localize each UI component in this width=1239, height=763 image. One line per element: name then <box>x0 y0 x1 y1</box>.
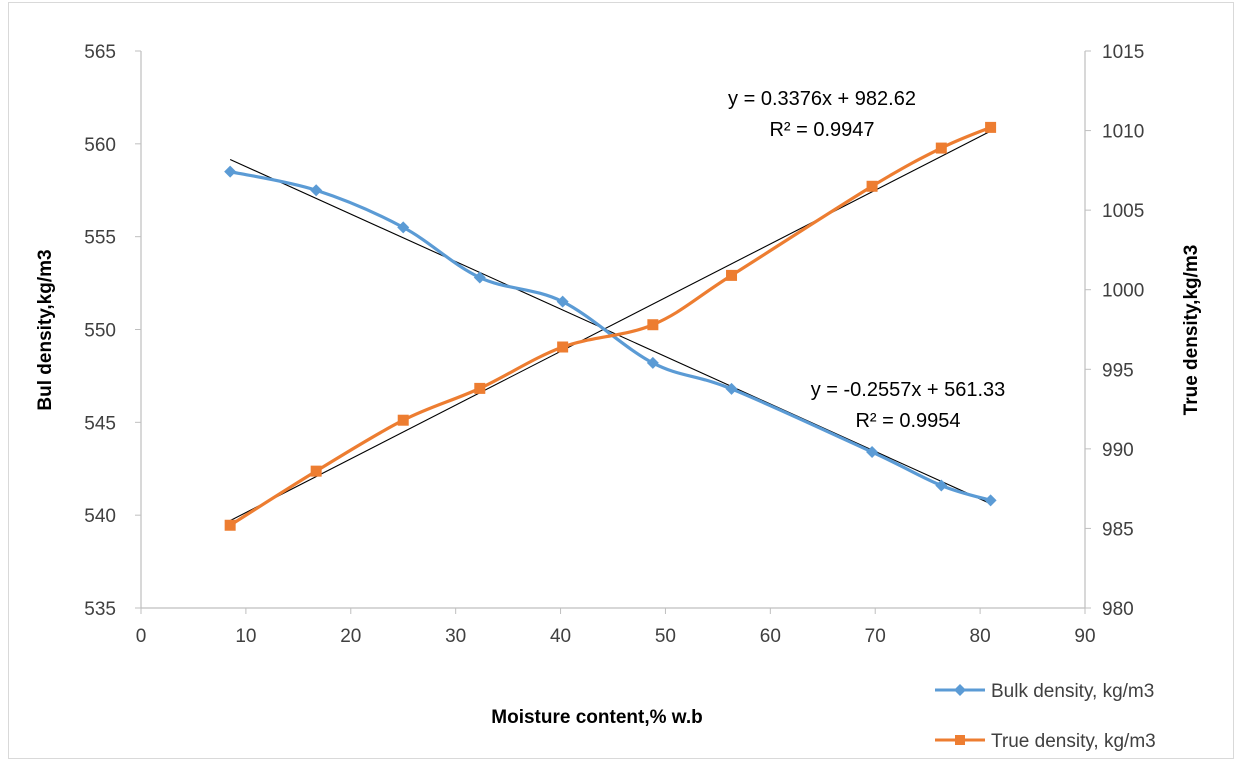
left-y-tick-label: 540 <box>84 506 116 527</box>
true-density-point <box>557 341 569 353</box>
bulk-density-trend-r2: R² = 0.9954 <box>855 410 960 432</box>
true-density-point <box>985 121 997 133</box>
bulk-density-point <box>646 356 659 369</box>
x-tick-label: 10 <box>235 626 256 647</box>
true-density-trendline <box>229 130 991 522</box>
left-y-tick-label: 555 <box>84 228 116 249</box>
right-y-axis-ticks: 980 985 990 995 1000 1005 1010 1015 <box>1085 42 1144 620</box>
true-density-point <box>397 414 409 426</box>
left-y-tick-label: 535 <box>84 599 116 620</box>
bulk-density-point <box>473 271 486 284</box>
bulk-density-point <box>984 494 997 507</box>
legend-label-bulk-density: Bulk density, kg/m3 <box>991 681 1154 702</box>
bulk-density-trendline <box>229 158 991 505</box>
true-density-point <box>310 465 322 477</box>
true-density-line <box>229 125 992 527</box>
left-y-axis-title: Bul density,kg/m3 <box>35 249 56 410</box>
true-density-point <box>224 519 236 531</box>
x-axis-ticks: 0 10 20 30 40 50 60 70 80 90 <box>136 608 1096 647</box>
true-density-point <box>935 142 947 154</box>
bulk-density-point <box>397 221 410 234</box>
data-series <box>224 121 997 531</box>
left-y-tick-label: 550 <box>84 321 116 342</box>
bulk-density-series <box>224 165 997 507</box>
x-tick-label: 50 <box>655 626 676 647</box>
legend: Bulk density, kg/m3 True density, kg/m3 <box>935 681 1156 752</box>
legend-item-true-density: True density, kg/m3 <box>935 731 1156 752</box>
trendlines <box>229 130 991 522</box>
bulk-density-point <box>935 479 948 492</box>
right-y-axis-title: True density,kg/m3 <box>1181 245 1202 416</box>
left-y-tick-label: 560 <box>84 135 116 156</box>
x-axis-title: Moisture content,% w.b <box>491 707 702 728</box>
bulk-density-point <box>725 382 738 395</box>
bulk-density-trend-equation: y = -0.2557x + 561.33 <box>811 379 1006 401</box>
x-tick-label: 90 <box>1074 626 1095 647</box>
true-density-point <box>474 382 486 394</box>
bulk-density-point <box>310 184 323 197</box>
right-y-tick-label: 980 <box>1102 599 1134 620</box>
x-tick-label: 0 <box>136 626 147 647</box>
x-tick-label: 80 <box>970 626 991 647</box>
right-y-tick-label: 995 <box>1102 360 1134 381</box>
x-tick-label: 30 <box>445 626 466 647</box>
x-tick-label: 60 <box>760 626 781 647</box>
right-y-tick-label: 985 <box>1102 519 1134 540</box>
right-y-tick-label: 1010 <box>1102 122 1144 143</box>
legend-item-bulk-density: Bulk density, kg/m3 <box>935 681 1154 702</box>
right-y-tick-label: 990 <box>1102 440 1134 461</box>
right-y-tick-label: 1015 <box>1102 42 1144 63</box>
legend-label-true-density: True density, kg/m3 <box>991 731 1156 752</box>
bulk-density-line <box>229 170 992 502</box>
chart-area <box>8 2 1234 759</box>
true-density-trend-equation: y = 0.3376x + 982.62 <box>728 88 916 110</box>
true-density-point <box>726 269 738 281</box>
true-density-point <box>647 319 659 331</box>
bulk-density-point <box>866 446 879 459</box>
left-y-tick-label: 565 <box>84 42 116 63</box>
bulk-density-point <box>556 295 569 308</box>
axes <box>140 51 1086 609</box>
left-y-axis-ticks: 535 540 545 550 555 560 565 <box>84 42 141 620</box>
right-y-tick-label: 1000 <box>1102 281 1144 302</box>
true-density-point <box>866 180 878 192</box>
true-density-trend-r2: R² = 0.9947 <box>769 119 874 141</box>
x-tick-label: 20 <box>340 626 361 647</box>
x-tick-label: 40 <box>550 626 571 647</box>
true-density-series <box>224 121 997 531</box>
left-y-tick-label: 545 <box>84 413 116 434</box>
right-y-tick-label: 1005 <box>1102 201 1144 222</box>
x-tick-label: 70 <box>865 626 886 647</box>
bulk-density-point <box>224 165 237 178</box>
